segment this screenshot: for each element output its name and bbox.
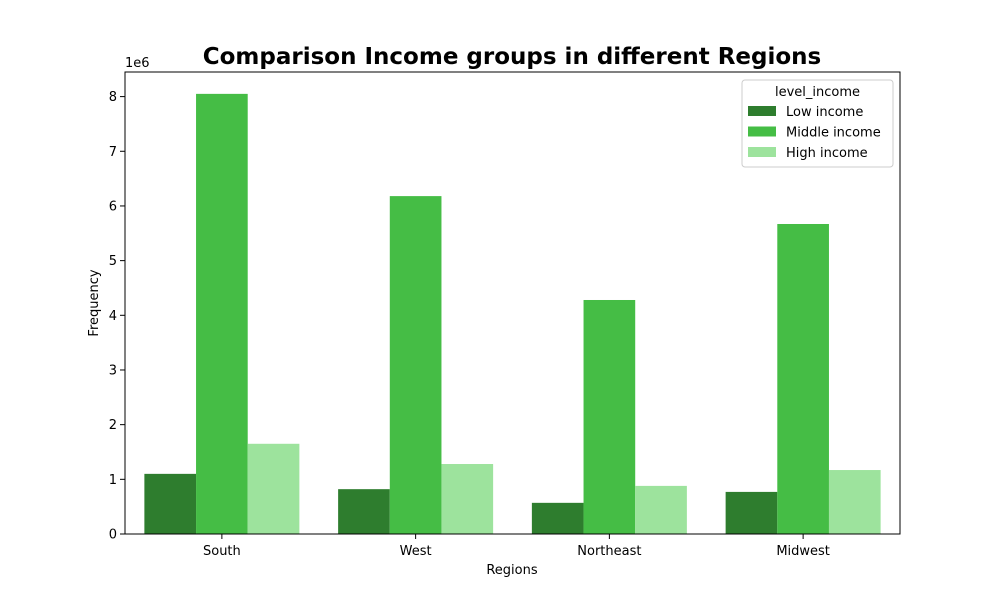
chart-title: Comparison Income groups in different Re… — [203, 44, 822, 70]
y-tick-label: 2 — [109, 418, 117, 433]
x-tick-label-midwest: Midwest — [776, 544, 830, 559]
bar-middle-income-west — [389, 196, 442, 534]
y-tick-label: 7 — [109, 145, 117, 160]
bar-high-income-south — [247, 443, 300, 534]
bar-low-income-midwest — [725, 491, 778, 534]
legend-label-middle-income: Middle income — [786, 126, 881, 141]
plot-area-frame — [124, 71, 901, 535]
x-axis-label: Regions — [486, 563, 538, 578]
legend-swatch-high-income — [748, 147, 776, 157]
x-axis: South West Northeast Midwest — [203, 534, 830, 559]
y-tick-label: 0 — [109, 528, 117, 543]
bar-high-income-west — [441, 464, 494, 534]
legend-title: level_income — [775, 85, 860, 100]
y-offset-label: 1e6 — [125, 56, 150, 71]
bar-high-income-northeast — [635, 485, 687, 534]
x-tick-label-northeast: Northeast — [577, 544, 641, 559]
x-tick-label-south: South — [203, 544, 241, 559]
y-tick-label: 3 — [109, 363, 117, 378]
y-tick-label: 1 — [109, 473, 117, 488]
x-tick-label-west: West — [400, 544, 432, 559]
y-tick-label: 8 — [109, 90, 117, 105]
y-axis: 0 1 2 3 4 5 6 7 8 — [109, 90, 125, 543]
y-tick-label: 4 — [109, 309, 117, 324]
y-axis-label: Frequency — [87, 269, 102, 336]
legend-box — [741, 79, 894, 168]
bar-low-income-west — [338, 489, 390, 534]
legend-swatch-middle-income — [748, 126, 776, 137]
legend-label-low-income: Low income — [786, 105, 863, 120]
legend: level_income Low income Middle income High … — [741, 79, 894, 168]
bar-low-income-northeast — [531, 502, 584, 534]
bar-low-income-south — [144, 473, 197, 534]
bar-middle-income-midwest — [777, 223, 829, 534]
bars-group — [144, 93, 881, 535]
y-tick-label: 6 — [109, 199, 117, 214]
bar-high-income-midwest — [828, 470, 881, 534]
bar-middle-income-south — [196, 93, 248, 535]
legend-swatch-low-income — [748, 106, 776, 116]
bar-middle-income-northeast — [583, 299, 636, 534]
y-tick-label: 5 — [109, 254, 117, 269]
legend-label-high-income: High income — [786, 146, 868, 161]
